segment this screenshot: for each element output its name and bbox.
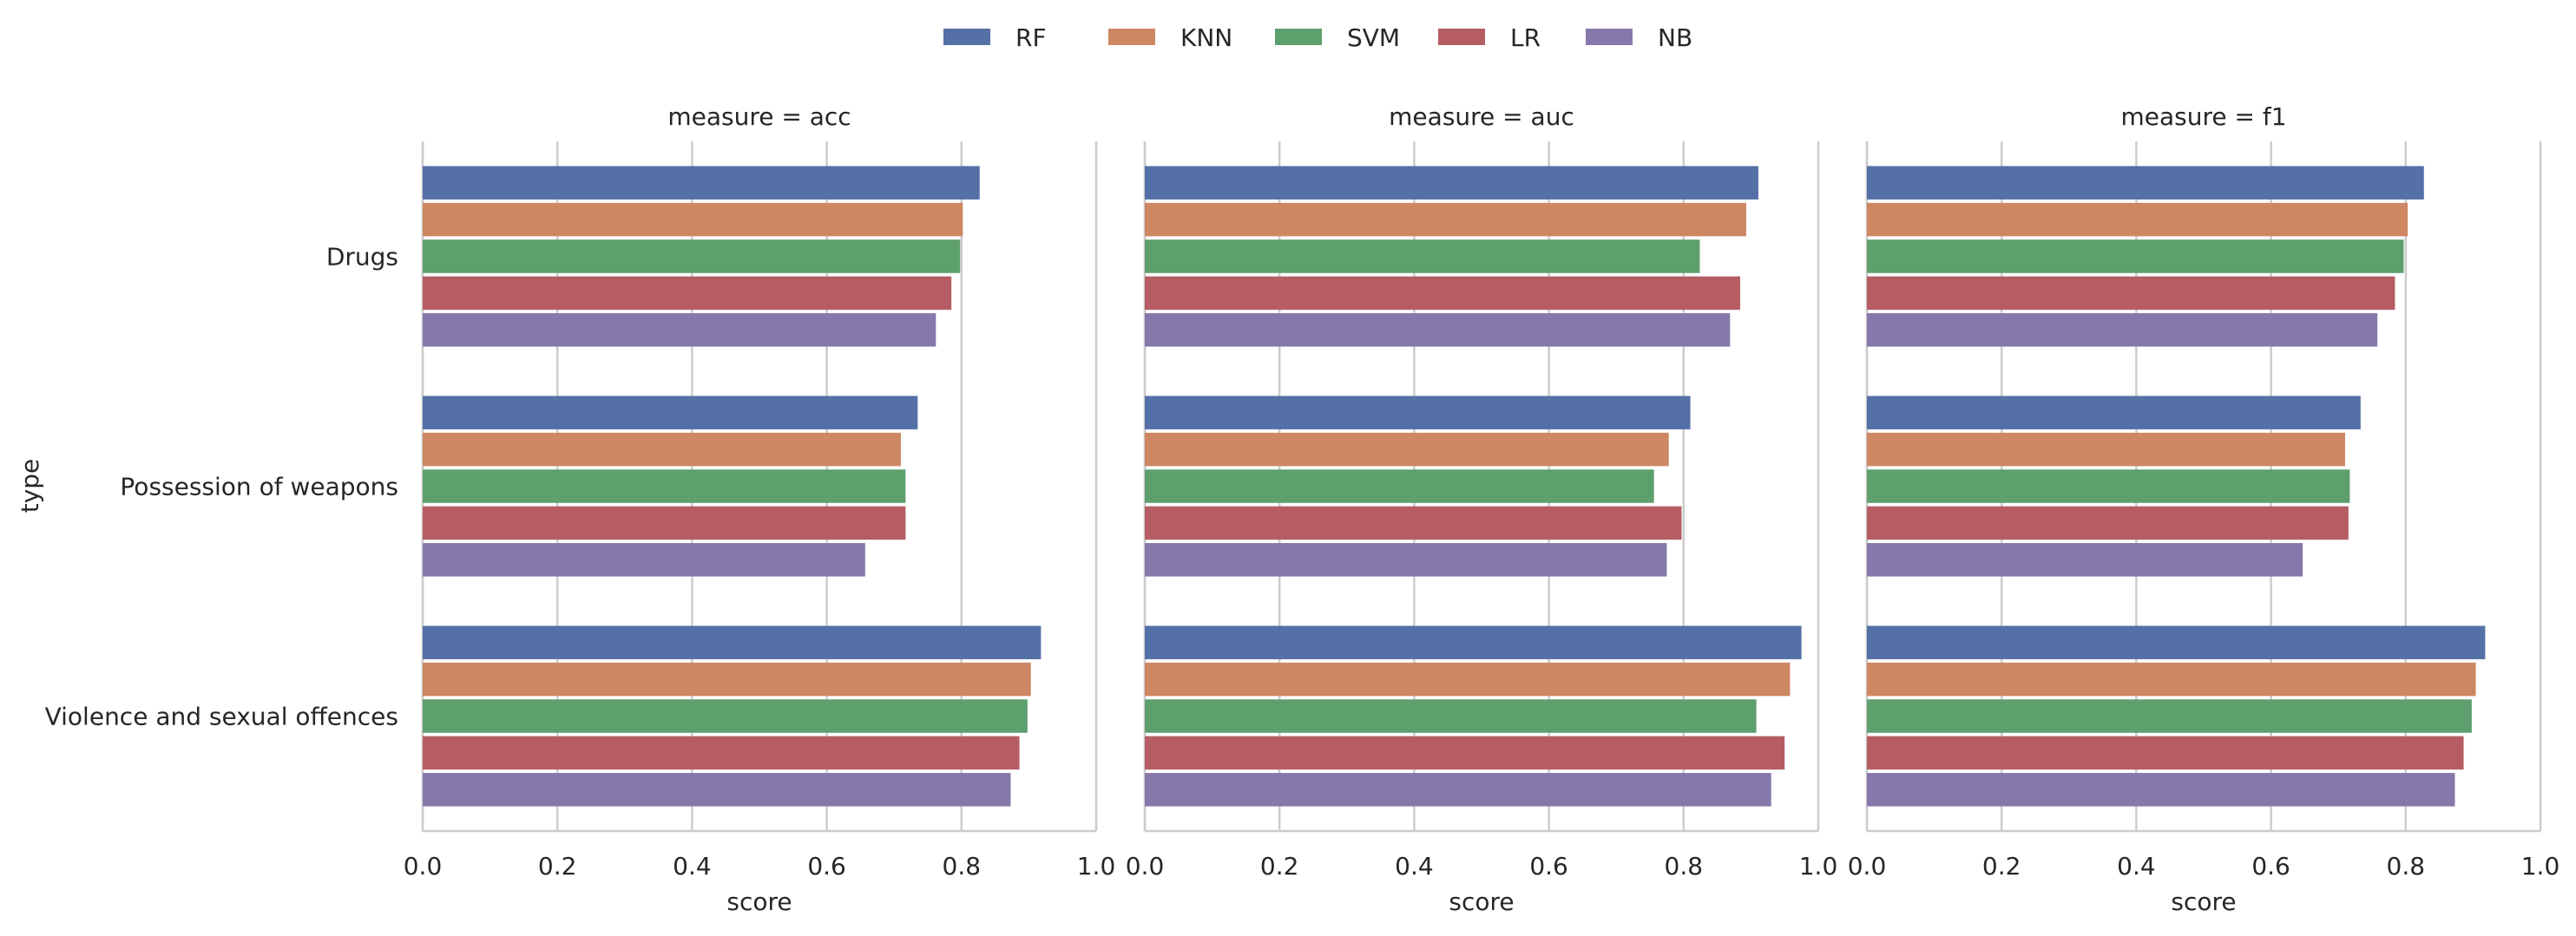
x-tick-label: 0.4 [673, 852, 712, 880]
legend-item-knn: KNN [1108, 23, 1232, 52]
panel-measure-acc: measure = acc 0.0 0.2 0.4 0.6 0.8 1.0 score [404, 102, 1116, 916]
x-tick-label: 0.4 [1395, 852, 1434, 880]
bar-lr-violence-and-sexual-offences [1867, 736, 2464, 770]
bar-rf-possession-of-weapons [423, 396, 918, 429]
x-tick-label: 0.8 [1665, 852, 1704, 880]
x-tick-label: 0.2 [538, 852, 577, 880]
bar-svm-violence-and-sexual-offences [1145, 699, 1757, 733]
legend-item-svm: SVM [1275, 23, 1400, 52]
bar-rf-drugs [1145, 166, 1758, 200]
x-tick-label: 0.6 [1529, 852, 1568, 880]
x-axis-title: score [1449, 887, 1514, 916]
legend-swatch-lr [1438, 29, 1485, 45]
bar-rf-violence-and-sexual-offences [423, 625, 1042, 659]
legend-label-knn: KNN [1180, 23, 1232, 52]
bar-nb-possession-of-weapons [1145, 543, 1667, 577]
bar-rf-violence-and-sexual-offences [1145, 625, 1802, 659]
bar-lr-drugs [1867, 276, 2395, 311]
bar-svm-violence-and-sexual-offences [1867, 699, 2472, 733]
bar-svm-drugs [1145, 239, 1700, 273]
x-axis-title: score [726, 887, 792, 916]
bar-nb-drugs [1145, 313, 1731, 347]
legend: RF KNN SVM LR NB [943, 23, 1692, 52]
bar-nb-possession-of-weapons [1867, 543, 2303, 577]
bar-svm-drugs [1867, 239, 2404, 273]
bar-knn-violence-and-sexual-offences [423, 662, 1031, 697]
category-label-violence-and-sexual-offences: Violence and sexual offences [45, 703, 398, 731]
x-tick-label: 0.2 [1982, 852, 2021, 880]
category-label-possession-of-weapons: Possession of weapons [120, 473, 398, 501]
bar-rf-possession-of-weapons [1867, 396, 2361, 429]
bar-svm-violence-and-sexual-offences [423, 699, 1028, 733]
panel-measure-f1: measure = f1 0.0 0.2 0.4 0.6 0.8 1.0 score [1848, 102, 2560, 916]
x-tick-label: 0.0 [404, 852, 443, 880]
panel-title: measure = f1 [2120, 102, 2286, 131]
bar-rf-drugs [423, 166, 980, 200]
x-tick-label: 0.8 [943, 852, 982, 880]
bar-knn-drugs [423, 202, 963, 237]
bar-nb-violence-and-sexual-offences [1867, 773, 2455, 807]
legend-swatch-nb [1586, 29, 1633, 45]
x-tick-label: 0.4 [2117, 852, 2156, 880]
legend-label-lr: LR [1510, 23, 1541, 52]
bar-svm-possession-of-weapons [423, 469, 906, 503]
x-axis-title: score [2171, 887, 2236, 916]
bar-knn-drugs [1145, 202, 1746, 237]
y-axis-title: type [16, 459, 44, 514]
bar-nb-drugs [423, 313, 936, 347]
legend-label-svm: SVM [1347, 23, 1400, 52]
legend-label-nb: NB [1658, 23, 1692, 52]
x-tick-label: 0.6 [2251, 852, 2290, 880]
bar-lr-drugs [1145, 276, 1740, 311]
bar-knn-possession-of-weapons [1145, 432, 1669, 467]
category-labels: type Drugs Possession of weapons Violence a… [16, 243, 398, 731]
bar-rf-drugs [1867, 166, 2424, 200]
panel-title: measure = acc [667, 102, 851, 131]
bar-knn-violence-and-sexual-offences [1145, 662, 1791, 697]
bar-nb-violence-and-sexual-offences [423, 773, 1011, 807]
x-tick-label: 1.0 [1077, 852, 1116, 880]
x-tick-label: 0.8 [2387, 852, 2426, 880]
bar-rf-possession-of-weapons [1145, 396, 1691, 429]
legend-item-nb: NB [1586, 23, 1692, 52]
bar-knn-violence-and-sexual-offences [1867, 662, 2476, 697]
panel-measure-auc: measure = auc 0.0 0.2 0.4 0.6 0.8 1.0 score [1126, 102, 1838, 916]
legend-item-rf: RF [943, 23, 1047, 52]
x-tick-label: 0.0 [1848, 852, 1887, 880]
legend-item-lr: LR [1438, 23, 1541, 52]
bar-nb-drugs [1867, 313, 2378, 347]
bar-lr-drugs [423, 276, 952, 311]
bar-nb-possession-of-weapons [423, 543, 865, 577]
bar-lr-possession-of-weapons [423, 506, 906, 540]
bar-knn-possession-of-weapons [1867, 432, 2345, 467]
x-tick-label: 1.0 [2521, 852, 2560, 880]
bar-svm-possession-of-weapons [1867, 469, 2350, 503]
bar-rf-violence-and-sexual-offences [1867, 625, 2486, 659]
panel-title: measure = auc [1389, 102, 1574, 131]
bar-lr-possession-of-weapons [1867, 506, 2349, 540]
legend-swatch-knn [1108, 29, 1155, 45]
legend-swatch-svm [1275, 29, 1322, 45]
bar-lr-violence-and-sexual-offences [423, 736, 1020, 770]
bar-lr-violence-and-sexual-offences [1145, 736, 1785, 770]
x-tick-label: 0.0 [1126, 852, 1165, 880]
bar-nb-violence-and-sexual-offences [1145, 773, 1771, 807]
bar-svm-possession-of-weapons [1145, 469, 1654, 503]
bar-knn-drugs [1867, 202, 2408, 237]
x-tick-label: 1.0 [1799, 852, 1838, 880]
bar-lr-possession-of-weapons [1145, 506, 1682, 540]
legend-label-rf: RF [1015, 23, 1047, 52]
legend-swatch-rf [943, 29, 990, 45]
category-label-drugs: Drugs [326, 243, 398, 272]
x-tick-label: 0.6 [807, 852, 846, 880]
x-tick-label: 0.2 [1260, 852, 1299, 880]
bar-svm-drugs [423, 239, 961, 273]
bar-knn-possession-of-weapons [423, 432, 901, 467]
